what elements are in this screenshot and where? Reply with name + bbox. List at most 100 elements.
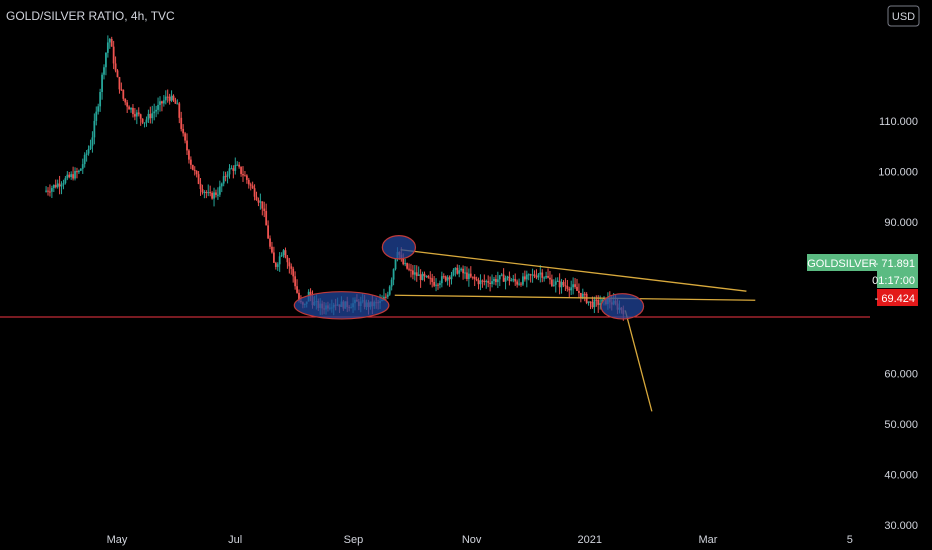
candle-body (392, 269, 395, 280)
candle-body (410, 269, 412, 271)
candle-body (105, 52, 107, 68)
candle-body (496, 279, 499, 283)
highlight-ellipse-2[interactable] (381, 235, 417, 260)
candle-body (220, 183, 223, 187)
candle-body (421, 273, 424, 280)
candle-body (384, 296, 387, 298)
candle-body (132, 107, 134, 115)
candle-body (249, 184, 252, 186)
candle-body (178, 103, 181, 118)
candle-body (70, 174, 73, 178)
candle-body (572, 284, 575, 288)
candle-body (278, 256, 281, 265)
candle-body (402, 258, 405, 265)
highlight-ellipse-1[interactable] (293, 291, 390, 320)
candle-body (562, 282, 565, 286)
candle-body (145, 119, 148, 123)
candle-body (159, 101, 161, 105)
candle-body (288, 262, 291, 267)
symbol-label: GOLDSILVER (807, 258, 877, 270)
candle-body (527, 274, 530, 276)
trendline-2[interactable] (394, 294, 756, 301)
candle-body (529, 274, 532, 276)
candle-body (245, 175, 248, 180)
candle-body (191, 164, 194, 170)
candle-body (417, 274, 420, 276)
candle-body (506, 276, 509, 278)
currency-button[interactable]: USD (887, 5, 920, 27)
candle-body (579, 292, 582, 298)
candle-body (593, 299, 596, 308)
candle-body (272, 252, 275, 263)
candle-body (473, 276, 476, 280)
candle-body (147, 113, 150, 120)
candle-body (589, 301, 592, 303)
candle-body (143, 122, 146, 124)
candle-body (137, 112, 140, 115)
candle-body (228, 168, 231, 175)
candle-body (215, 192, 217, 195)
candle-body (450, 275, 453, 280)
candle-body (217, 194, 219, 196)
candle-body (244, 175, 246, 177)
trendline-1[interactable] (400, 249, 747, 292)
candle-body (286, 257, 289, 263)
candle-body (101, 74, 103, 93)
candle-body (284, 250, 287, 258)
candle-body (504, 277, 507, 282)
candle-body (251, 185, 254, 189)
candle-body (195, 171, 198, 175)
candle-body (491, 281, 493, 284)
candle-body (276, 264, 279, 267)
candle-body (545, 275, 548, 278)
candle-body (197, 174, 200, 184)
candle-body (103, 67, 105, 75)
symbol-badge[interactable] (807, 254, 877, 271)
candle-body (74, 171, 76, 179)
candle-body (253, 188, 256, 197)
candle-body (485, 281, 488, 283)
chart-title: GOLD/SILVER RATIO, 4h, TVC (6, 9, 175, 23)
candle-body (182, 128, 185, 134)
candle-body (153, 111, 156, 114)
candle-body (267, 225, 269, 239)
candle-body (151, 113, 154, 119)
candle-body (535, 276, 538, 278)
y-tick-label: 60.000 (884, 369, 918, 381)
candle-body (471, 276, 474, 278)
candle-body (502, 274, 505, 282)
candle-body (247, 179, 250, 185)
candle-body (458, 270, 461, 274)
candle-body (184, 133, 186, 141)
candle-body (444, 276, 447, 281)
candle-body (516, 281, 519, 285)
candle-body (394, 258, 397, 270)
candle-body (578, 290, 580, 293)
candle-body (475, 279, 478, 281)
price-axis: 110.000100.00090.00080.00060.00050.00040… (878, 116, 918, 532)
candle-body (456, 267, 459, 274)
candle-body (487, 281, 490, 283)
candle-body (479, 280, 482, 285)
highlight-ellipse-3[interactable] (600, 293, 645, 320)
candle-body (274, 262, 277, 267)
candle-body (467, 273, 470, 279)
candle-body (97, 106, 100, 112)
candle-body (81, 164, 84, 169)
candle-body (271, 246, 273, 253)
drawing-tools-group (0, 235, 870, 412)
candle-body (558, 280, 561, 288)
y-tick-label: 30.000 (884, 520, 918, 532)
candle-body (141, 118, 144, 123)
candle-body (60, 184, 63, 187)
candle-body (500, 274, 503, 276)
candle-body (483, 280, 486, 282)
candle-body (83, 154, 86, 165)
candle-body (232, 168, 235, 171)
candle-body (62, 183, 65, 185)
trendline-3[interactable] (624, 310, 653, 412)
candle-body (176, 103, 179, 105)
candle-body (591, 301, 594, 308)
